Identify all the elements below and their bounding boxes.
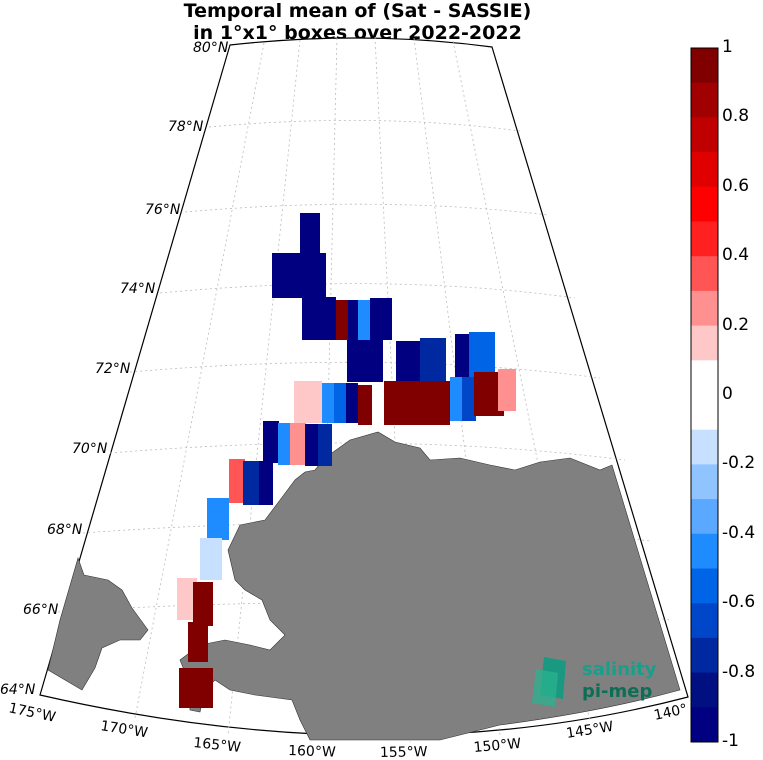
data-box: [347, 340, 383, 382]
colorbar-segment: [691, 290, 718, 327]
data-box: [318, 424, 332, 466]
salinity-pi-mep-logo: salinity pi-mep: [532, 657, 657, 707]
data-box: [358, 300, 370, 340]
colorbar-segment: [691, 568, 718, 604]
colorbar-tick-label: 0.2: [722, 314, 750, 335]
lat-label-66n: 66°N: [23, 602, 59, 618]
lat-label-64n: 64°N: [0, 682, 36, 698]
lon-label-170w: 170°W: [99, 718, 149, 741]
lat-label-72n: 72°N: [95, 361, 131, 377]
colorbar-tick-label: -0.2: [722, 453, 756, 474]
lat-label-76n: 76°N: [145, 202, 181, 218]
logo-line-2: pi-mep: [582, 681, 652, 702]
data-box: [358, 385, 372, 425]
colorbar-segment: [691, 117, 718, 153]
colorbar-segment: [691, 603, 718, 639]
colorbar-segment: [691, 429, 718, 465]
data-box: [305, 424, 319, 466]
lat-label-70n: 70°N: [72, 441, 108, 457]
colorbar-segment: [691, 360, 718, 396]
colorbar-tick-label: -0.4: [722, 522, 756, 543]
data-box: [469, 332, 495, 378]
data-box: [346, 383, 358, 423]
colorbar-segment: [691, 325, 718, 361]
data-box: [229, 459, 245, 503]
lon-label-175w: 175°W: [7, 700, 57, 726]
data-box: [334, 383, 346, 423]
data-box: [290, 423, 306, 465]
colorbar-segment: [691, 186, 718, 222]
data-box: [188, 622, 208, 662]
data-box: [396, 341, 420, 381]
colorbar-tick-label: 0: [722, 384, 733, 404]
colorbar-segment: [691, 533, 718, 569]
colorbar-segment: [691, 637, 718, 674]
land-chukotka: [47, 557, 149, 691]
colorbar-tick-label: -0.6: [722, 592, 756, 613]
data-box: [177, 578, 197, 620]
data-box: [420, 338, 446, 381]
colorbar-segment: [691, 82, 718, 118]
lon-label-145w: 145°W: [565, 719, 615, 742]
data-box: [259, 461, 273, 505]
data-box: [272, 253, 326, 298]
colorbar-tick-label: 0.6: [722, 175, 750, 196]
data-box: [263, 421, 279, 463]
colorbar-segment: [691, 707, 718, 743]
data-box: [336, 300, 348, 340]
data-box: [179, 668, 213, 708]
data-box: [193, 582, 213, 626]
colorbar-frame: [690, 47, 719, 743]
data-box: [300, 213, 320, 258]
lat-label-74n: 74°N: [120, 281, 156, 297]
lon-label-165w: 165°W: [193, 735, 242, 756]
colorbar-segment: [691, 464, 718, 500]
lon-label-155w: 155°W: [380, 744, 428, 760]
colorbar-tick-label: 0.4: [722, 245, 750, 266]
colorbar-segment: [691, 672, 718, 708]
data-box: [302, 297, 336, 340]
data-box: [322, 383, 334, 423]
colorbar-segment: [691, 256, 718, 292]
colorbar-tick-label: -1: [722, 731, 739, 751]
lat-label-80n: 80°N: [193, 40, 229, 56]
lat-label-78n: 78°N: [168, 119, 204, 135]
colorbar-segment: [691, 152, 718, 188]
map-title-line-1: Temporal mean of (Sat - SASSIE): [183, 0, 532, 22]
colorbar-tick-label: 0.8: [722, 106, 750, 127]
logo-line-1: salinity: [582, 659, 657, 680]
lon-label-140w: 140°: [653, 701, 689, 724]
data-box: [294, 381, 322, 423]
data-box: [462, 377, 476, 421]
map-title-line-2: in 1°x1° boxes over 2022-2022: [193, 22, 522, 44]
data-box: [455, 334, 469, 378]
data-box: [498, 369, 516, 411]
data-box: [370, 298, 392, 340]
colorbar-tick-label: 1: [722, 37, 733, 57]
colorbar-segment: [691, 395, 718, 431]
salinity-difference-boxes: [177, 213, 516, 708]
colorbar-segment: [691, 48, 718, 84]
lon-label-150w: 150°W: [473, 736, 522, 756]
data-box: [450, 377, 462, 421]
data-box: [243, 461, 259, 505]
data-box: [384, 381, 450, 425]
data-box: [200, 538, 222, 580]
lat-label-68n: 68°N: [47, 522, 83, 538]
data-box: [278, 423, 292, 465]
data-box: [207, 498, 229, 540]
colorbar: [691, 48, 718, 743]
data-box: [348, 300, 358, 340]
lon-label-160w: 160°W: [288, 743, 336, 760]
colorbar-tick-label: -0.8: [722, 661, 756, 682]
colorbar-segment: [691, 499, 718, 535]
colorbar-segment: [691, 221, 718, 257]
